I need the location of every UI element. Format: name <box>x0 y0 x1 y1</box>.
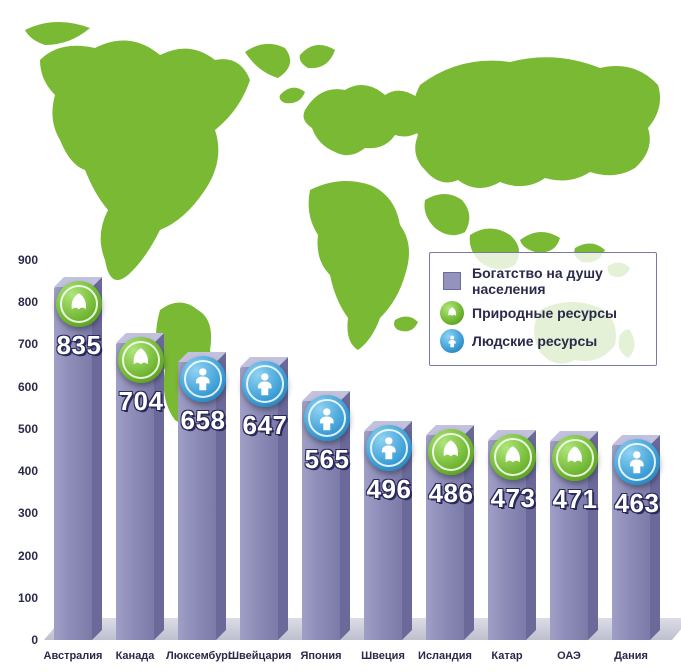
bar-Люксембург <box>178 362 216 640</box>
value-label: 463 <box>606 488 668 519</box>
y-tick: 600 <box>8 380 38 394</box>
value-label: 835 <box>48 330 110 361</box>
value-label: 471 <box>544 484 606 515</box>
legend-item-wealth: Богатство на душу населения <box>440 265 646 297</box>
value-label: 565 <box>296 444 358 475</box>
x-label: Швеция <box>352 650 414 662</box>
x-label: Швейцария <box>228 650 290 662</box>
legend-label: Природные ресурсы <box>472 305 617 321</box>
y-tick: 0 <box>8 633 38 647</box>
x-label: Исландия <box>414 650 476 662</box>
legend-label: Людские ресурсы <box>472 333 597 349</box>
person-icon <box>614 439 660 485</box>
value-label: 486 <box>420 478 482 509</box>
leaf-icon <box>428 429 474 475</box>
x-label: Австралия <box>42 650 104 662</box>
x-label: Япония <box>290 650 352 662</box>
chart-legend: Богатство на душу населения Природные ре… <box>429 252 657 366</box>
legend-item-human: Людские ресурсы <box>440 329 646 353</box>
person-icon <box>440 329 464 353</box>
y-tick: 400 <box>8 464 38 478</box>
person-icon <box>366 425 412 471</box>
y-tick: 900 <box>8 253 38 267</box>
value-label: 496 <box>358 474 420 505</box>
legend-label: Богатство на душу населения <box>472 265 646 297</box>
value-label: 704 <box>110 386 172 417</box>
x-label: ОАЭ <box>538 650 600 662</box>
y-tick: 200 <box>8 549 38 563</box>
y-tick: 700 <box>8 337 38 351</box>
x-label: Дания <box>600 650 662 662</box>
leaf-icon <box>440 301 464 325</box>
y-tick: 500 <box>8 422 38 436</box>
legend-square-icon <box>443 272 461 290</box>
person-icon <box>180 356 226 402</box>
x-label: Люксембург <box>166 650 228 662</box>
leaf-icon <box>552 435 598 481</box>
y-tick: 800 <box>8 295 38 309</box>
value-label: 473 <box>482 483 544 514</box>
y-tick: 300 <box>8 506 38 520</box>
leaf-icon <box>118 337 164 383</box>
y-tick: 100 <box>8 591 38 605</box>
legend-item-natural: Природные ресурсы <box>440 301 646 325</box>
x-label: Канада <box>104 650 166 662</box>
value-label: 658 <box>172 405 234 436</box>
leaf-icon <box>490 434 536 480</box>
value-label: 647 <box>234 410 296 441</box>
x-label: Катар <box>476 650 538 662</box>
person-icon <box>242 361 288 407</box>
bar-Швейцария <box>240 367 278 640</box>
